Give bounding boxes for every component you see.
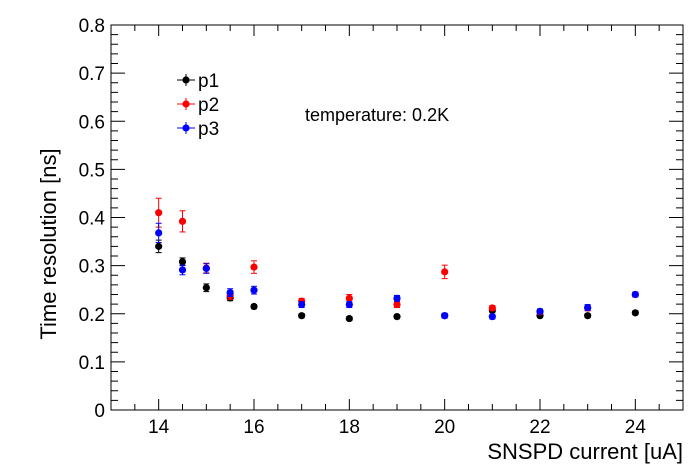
legend-marker <box>182 124 190 132</box>
data-point <box>155 229 163 237</box>
y-tick-label: 0.5 <box>79 160 105 181</box>
y-tick-label: 0.3 <box>79 257 105 278</box>
data-point <box>393 313 401 321</box>
y-tick-label: 0.7 <box>79 64 105 85</box>
data-point <box>226 288 234 297</box>
data-point <box>441 312 449 320</box>
data-point <box>393 301 401 309</box>
y-tick-label: 0.6 <box>79 112 105 133</box>
legend-marker <box>182 76 190 84</box>
legend-item-p2: p2 <box>177 95 219 116</box>
x-tick-label: 22 <box>529 417 550 438</box>
data-point <box>250 302 258 311</box>
y-tick-label: 0.2 <box>79 305 105 326</box>
data-point <box>202 284 210 292</box>
legend-marker <box>182 100 190 108</box>
axis-ticks <box>110 24 684 411</box>
y-tick-label: 0.1 <box>79 353 105 374</box>
series-p3 <box>155 222 639 321</box>
data-point <box>202 264 210 273</box>
data-point <box>345 314 353 323</box>
legend-label: p3 <box>198 119 219 140</box>
data-point <box>178 258 187 266</box>
data-point <box>488 313 496 321</box>
data-point <box>298 301 306 309</box>
x-axis-title: SNSPD current [uA] <box>487 439 683 464</box>
x-tick-label: 18 <box>339 417 360 438</box>
y-tick-label: 0 <box>94 401 105 422</box>
x-tick-label: 20 <box>434 417 455 438</box>
data-point <box>631 309 639 317</box>
data-point <box>345 294 353 302</box>
data-point <box>441 268 449 276</box>
legend: p1 p2 p3 <box>177 71 219 140</box>
y-tick-label: 0.8 <box>79 16 105 37</box>
temperature-annotation: temperature: 0.2K <box>305 105 449 125</box>
x-tick-label: 16 <box>243 417 264 438</box>
data-point <box>393 294 401 302</box>
data-point <box>250 286 258 294</box>
data-point <box>155 242 163 250</box>
legend-label: p1 <box>198 71 219 92</box>
legend-item-p3: p3 <box>177 119 219 140</box>
legend-label: p2 <box>198 95 219 116</box>
x-tick-label: 14 <box>148 417 170 438</box>
data-marks <box>155 197 639 323</box>
legend-item-p1: p1 <box>177 71 219 92</box>
data-point <box>250 263 258 271</box>
data-point <box>536 307 544 315</box>
data-point <box>178 217 187 225</box>
data-point <box>345 301 353 309</box>
data-point <box>488 304 496 312</box>
data-point <box>584 303 592 312</box>
x-tick-label: 24 <box>625 417 647 438</box>
data-point <box>178 266 187 274</box>
data-point <box>298 312 306 320</box>
data-point <box>584 312 592 320</box>
data-point <box>631 290 639 299</box>
data-point <box>155 209 163 217</box>
tick-labels: 14 16 18 20 22 24 0 0.1 0.2 0.3 0.4 0.5 0.6 0.7 0.8 <box>79 16 647 438</box>
y-tick-label: 0.4 <box>79 209 106 230</box>
y-axis-title: Time resolution [ns] <box>36 148 61 339</box>
